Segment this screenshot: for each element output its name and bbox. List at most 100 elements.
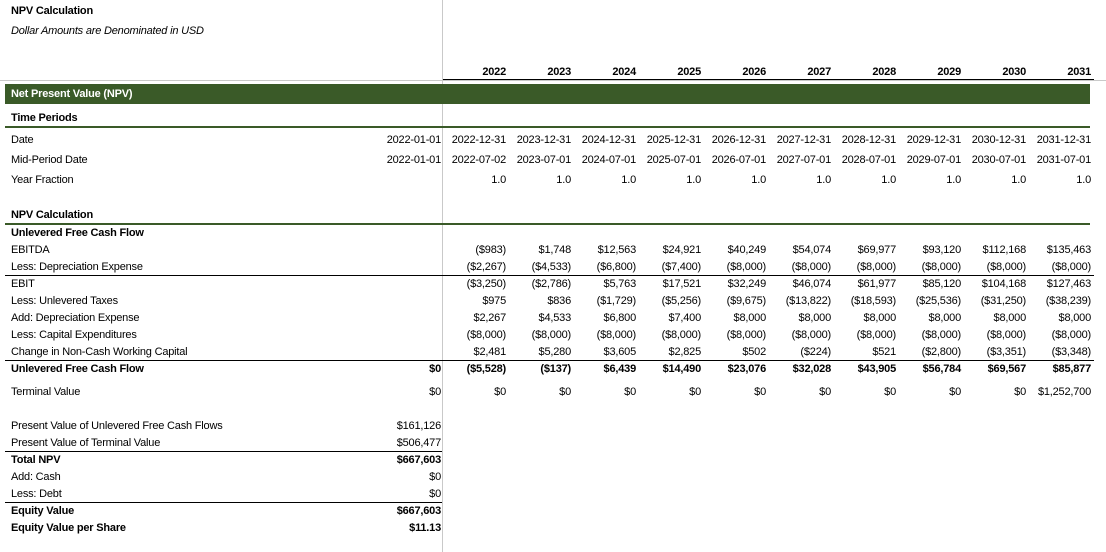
table-cell[interactable]: $502 — [742, 346, 766, 358]
year-header-cell[interactable]: 2028 — [872, 66, 896, 78]
table-cell[interactable]: ($13,822) — [785, 295, 831, 307]
summary-value[interactable]: $161,126 — [396, 420, 441, 432]
table-cell[interactable]: 2025-07-01 — [646, 154, 701, 166]
table-cell[interactable]: $46,074 — [792, 278, 832, 290]
table-cell[interactable]: ($8,000) — [856, 329, 897, 341]
table-cell[interactable]: $6,439 — [603, 363, 637, 375]
table-cell[interactable]: 2023-07-01 — [516, 154, 571, 166]
table-cell[interactable]: $2,267 — [473, 312, 507, 324]
table-cell[interactable]: ($2,800) — [921, 346, 962, 358]
table-cell[interactable]: 2030-12-31 — [971, 134, 1026, 146]
table-cell[interactable]: $836 — [547, 295, 571, 307]
year-header-cell[interactable]: 2030 — [1002, 66, 1026, 78]
summary-label[interactable]: Present Value of Terminal Value — [11, 437, 161, 449]
table-cell[interactable]: 1.0 — [621, 174, 636, 186]
table-cell[interactable]: ($2,267) — [466, 261, 507, 273]
table-cell[interactable]: $6,800 — [603, 312, 637, 324]
table-cell[interactable]: $4,533 — [538, 312, 572, 324]
summary-value[interactable]: $0 — [429, 488, 441, 500]
table-cell[interactable]: ($8,000) — [1051, 329, 1092, 341]
row-label[interactable]: Add: Depreciation Expense — [11, 312, 140, 324]
terminal-value-cell[interactable]: $0 — [754, 386, 766, 398]
table-cell[interactable]: $32,249 — [727, 278, 767, 290]
year-header-cell[interactable]: 2031 — [1067, 66, 1091, 78]
table-cell[interactable]: $43,905 — [857, 363, 897, 375]
table-cell[interactable]: 1.0 — [816, 174, 831, 186]
table-cell[interactable]: ($137) — [540, 363, 571, 375]
table-cell[interactable]: ($8,000) — [921, 261, 962, 273]
table-cell[interactable]: 2023-12-31 — [516, 134, 571, 146]
terminal-value-cell[interactable]: $0 — [559, 386, 571, 398]
terminal-value-cell[interactable]: $0 — [949, 386, 961, 398]
summary-label[interactable]: Total NPV — [11, 454, 61, 466]
table-cell[interactable]: $56,784 — [922, 363, 962, 375]
table-cell[interactable]: ($8,000) — [661, 329, 702, 341]
table-cell[interactable]: ($3,351) — [986, 346, 1027, 358]
row-anchor-value[interactable]: $0 — [429, 363, 441, 375]
row-label[interactable]: EBIT — [11, 278, 35, 290]
summary-value[interactable]: $667,603 — [396, 454, 441, 466]
table-cell[interactable]: 1.0 — [556, 174, 571, 186]
table-cell[interactable]: 2030-07-01 — [971, 154, 1026, 166]
table-cell[interactable]: $975 — [482, 295, 506, 307]
table-cell[interactable]: $127,463 — [1046, 278, 1091, 290]
terminal-value-cell[interactable]: $0 — [689, 386, 701, 398]
summary-label[interactable]: Equity Value — [11, 505, 75, 517]
table-cell[interactable]: $3,605 — [603, 346, 637, 358]
table-cell[interactable]: ($8,000) — [466, 329, 507, 341]
year-header-cell[interactable]: 2026 — [742, 66, 766, 78]
row-anchor-value[interactable]: 2022-01-01 — [386, 134, 441, 146]
row-label[interactable]: Date — [11, 134, 34, 146]
terminal-value-cell[interactable]: $0 — [1014, 386, 1026, 398]
table-cell[interactable]: ($5,528) — [466, 363, 507, 375]
terminal-value-cell[interactable]: $0 — [819, 386, 831, 398]
sheet-subtitle[interactable]: Dollar Amounts are Denominated in USD — [11, 25, 204, 37]
table-cell[interactable]: $8,000 — [733, 312, 767, 324]
table-cell[interactable]: 2026-07-01 — [711, 154, 766, 166]
table-cell[interactable]: $12,563 — [597, 244, 637, 256]
table-cell[interactable]: $24,921 — [662, 244, 702, 256]
table-cell[interactable]: $7,400 — [668, 312, 702, 324]
table-cell[interactable]: ($38,239) — [1045, 295, 1091, 307]
table-cell[interactable]: $135,463 — [1046, 244, 1091, 256]
table-cell[interactable]: $54,074 — [792, 244, 832, 256]
year-header-cell[interactable]: 2025 — [677, 66, 701, 78]
table-cell[interactable]: ($8,000) — [726, 261, 767, 273]
table-cell[interactable]: ($3,348) — [1051, 346, 1092, 358]
table-cell[interactable]: $69,977 — [857, 244, 897, 256]
table-cell[interactable]: 2029-07-01 — [906, 154, 961, 166]
row-anchor-value[interactable]: 2022-01-01 — [386, 154, 441, 166]
table-cell[interactable]: 2028-07-01 — [841, 154, 896, 166]
table-cell[interactable]: ($9,675) — [726, 295, 767, 307]
table-cell[interactable]: 2028-12-31 — [841, 134, 896, 146]
summary-label[interactable]: Less: Debt — [11, 488, 62, 500]
table-cell[interactable]: 2031-12-31 — [1036, 134, 1091, 146]
table-cell[interactable]: 2024-12-31 — [581, 134, 636, 146]
table-cell[interactable]: ($31,250) — [980, 295, 1026, 307]
table-cell[interactable]: $5,763 — [603, 278, 637, 290]
summary-label[interactable]: Add: Cash — [11, 471, 61, 483]
table-cell[interactable]: $521 — [872, 346, 896, 358]
table-cell[interactable]: ($5,256) — [661, 295, 702, 307]
summary-label[interactable]: Present Value of Unlevered Free Cash Flo… — [11, 420, 223, 432]
table-cell[interactable]: ($8,000) — [856, 261, 897, 273]
table-cell[interactable]: ($1,729) — [596, 295, 637, 307]
table-cell[interactable]: 2025-12-31 — [646, 134, 701, 146]
year-header-cell[interactable]: 2029 — [937, 66, 961, 78]
table-cell[interactable]: 2031-07-01 — [1036, 154, 1091, 166]
terminal-value-cell[interactable]: $1,252,700 — [1037, 386, 1091, 398]
table-cell[interactable]: ($8,000) — [986, 329, 1027, 341]
sheet-title[interactable]: NPV Calculation — [11, 5, 93, 17]
table-cell[interactable]: $112,168 — [982, 244, 1027, 256]
year-header-cell[interactable]: 2023 — [547, 66, 571, 78]
summary-value[interactable]: $11.13 — [409, 522, 441, 534]
table-cell[interactable]: ($224) — [800, 346, 831, 358]
table-cell[interactable]: ($8,000) — [531, 329, 572, 341]
table-cell[interactable]: ($8,000) — [791, 261, 832, 273]
table-cell[interactable]: $8,000 — [1058, 312, 1092, 324]
section-header-npv[interactable]: Net Present Value (NPV) — [5, 84, 1090, 104]
table-cell[interactable]: ($983) — [475, 244, 506, 256]
year-header-cell[interactable]: 2024 — [612, 66, 636, 78]
table-cell[interactable]: 2022-07-02 — [451, 154, 506, 166]
year-header-cell[interactable]: 2022 — [482, 66, 506, 78]
